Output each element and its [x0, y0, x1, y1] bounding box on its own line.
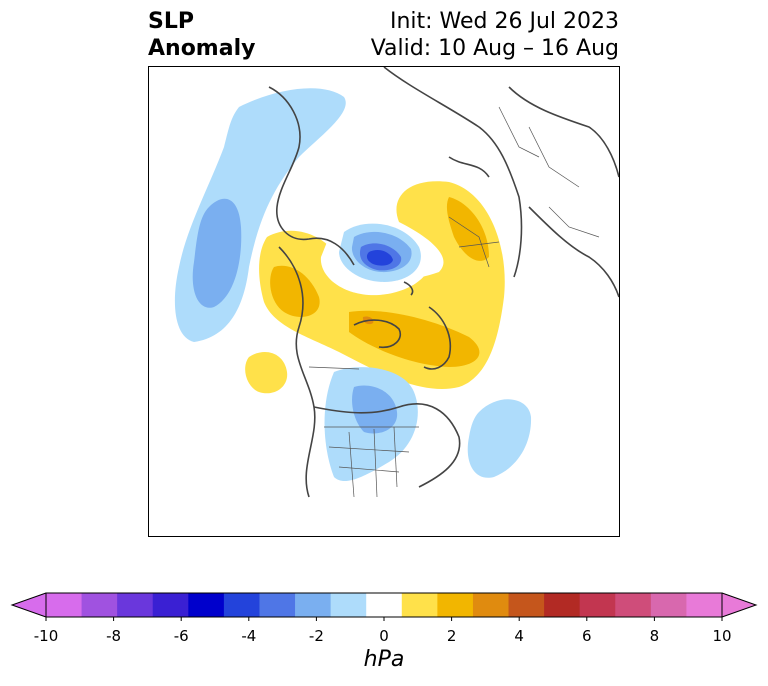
colorbar-cell: [295, 593, 332, 617]
coastlines: [268, 67, 619, 498]
colorbar-cell: [650, 593, 687, 617]
colorbar-tick-label: 2: [446, 627, 457, 645]
colorbar-cell: [544, 593, 581, 617]
positive-anomaly-core-1: [270, 265, 320, 317]
title-variable: SLP: [148, 9, 194, 34]
colorbar-cell: [401, 593, 438, 617]
valid-range: Valid: 10 Aug – 16 Aug: [370, 36, 619, 61]
colorbar-cell: [188, 593, 225, 617]
map-subtitle: Init: Wed 26 Jul 2023 Valid: 10 Aug – 16…: [371, 8, 619, 62]
polar-map: [174, 67, 619, 498]
init-date: Init: Wed 26 Jul 2023: [389, 9, 619, 34]
colorbar-arrow-outline-right: [721, 592, 758, 618]
colorbar-tick-label: -4: [241, 627, 257, 645]
negative-anomaly-pole-min: [366, 249, 393, 266]
colorbar-unit-label: hPa: [363, 647, 405, 672]
colorbar-cell: [615, 593, 652, 617]
colorbar-cells: [46, 593, 723, 617]
colorbar-tick-label: 0: [379, 627, 389, 645]
colorbar-cell: [686, 593, 723, 617]
colorbar-cell: [330, 593, 367, 617]
colorbar-tick-label: 6: [582, 627, 592, 645]
colorbar-tick-label: -6: [173, 627, 189, 645]
colorbar-cell: [579, 593, 616, 617]
colorbar-cell: [46, 593, 83, 617]
colorbar-ticks: [45, 617, 723, 621]
colorbar-cell: [152, 593, 189, 617]
positive-anomaly-pacific: [245, 352, 288, 394]
negative-anomaly-core-west: [192, 198, 242, 308]
colorbar-cell: [223, 593, 260, 617]
colorbar-tick-label: -10: [33, 627, 59, 645]
colorbar-arrow-outline-left: [10, 592, 47, 618]
anomaly-fill: [174, 88, 532, 482]
positive-anomaly-core-3: [446, 197, 489, 261]
colorbar: [10, 592, 758, 621]
colorbar-tick-label: 8: [649, 627, 660, 645]
political-borders: [308, 106, 600, 498]
colorbar-tick-label: -2: [308, 627, 324, 645]
colorbar-tick-label: 4: [514, 627, 524, 645]
colorbar-under-arrow: [12, 593, 46, 617]
positive-anomaly-core-2: [349, 310, 480, 367]
title-variable-type: Anomaly: [148, 36, 256, 61]
map-title: SLP Anomaly: [148, 8, 255, 62]
colorbar-cell: [366, 593, 403, 617]
colorbar-cell: [472, 593, 510, 617]
colorbar-over-arrow: [722, 593, 756, 617]
negative-anomaly-atlantic: [467, 399, 532, 478]
colorbar-cell: [259, 593, 296, 617]
colorbar-cell: [508, 593, 545, 617]
colorbar-cell: [81, 593, 118, 617]
map-panel: [148, 66, 620, 537]
negative-anomaly-na-core: [352, 385, 398, 434]
colorbar-tick-label: -8: [106, 627, 122, 645]
colorbar-cell: [117, 593, 154, 617]
colorbar-tick-label: 10: [712, 627, 732, 645]
colorbar-cell: [437, 593, 474, 617]
